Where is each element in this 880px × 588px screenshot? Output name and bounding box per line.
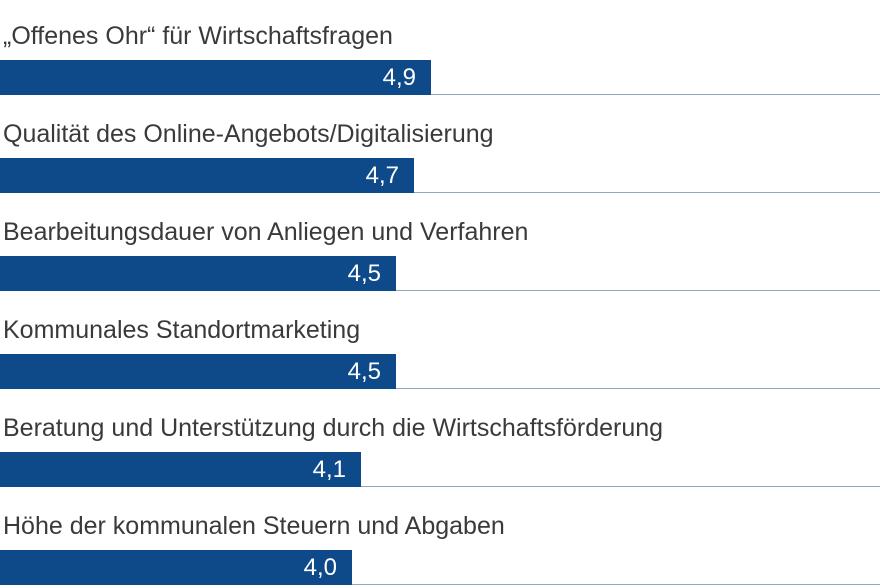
chart-row: Qualität des Online-Angebots/Digitalisie…	[0, 98, 880, 196]
row-baseline	[0, 94, 880, 95]
bar: 4,5	[0, 354, 396, 389]
data-label: 4,9	[382, 64, 416, 91]
category-label: Bearbeitungsdauer von Anliegen und Verfa…	[3, 218, 529, 246]
bar: 4,5	[0, 256, 396, 291]
data-label: 4,1	[312, 456, 346, 483]
category-label: Höhe der kommunalen Steuern und Abgaben	[3, 512, 505, 540]
data-label: 4,0	[303, 554, 337, 581]
bar: 4,1	[0, 452, 361, 487]
data-label: 4,5	[347, 358, 381, 385]
bar: 4,9	[0, 60, 431, 95]
data-label: 4,7	[365, 162, 399, 189]
bar: 4,0	[0, 550, 352, 585]
row-baseline	[0, 290, 880, 291]
chart-row: Beratung und Unterstützung durch die Wir…	[0, 392, 880, 490]
category-label: „Offenes Ohr“ für Wirtschaftsfragen	[3, 22, 393, 50]
bar: 4,7	[0, 158, 414, 193]
data-label: 4,5	[347, 260, 381, 287]
chart-row: „Offenes Ohr“ für Wirtschaftsfragen 4,9	[0, 0, 880, 98]
chart-row: Bearbeitungsdauer von Anliegen und Verfa…	[0, 196, 880, 294]
chart-row: Höhe der kommunalen Steuern und Abgaben 4…	[0, 490, 880, 588]
category-label: Kommunales Standortmarketing	[3, 316, 361, 344]
row-baseline	[0, 388, 880, 389]
chart-row: Kommunales Standortmarketing 4,5	[0, 294, 880, 392]
row-baseline	[0, 192, 880, 193]
row-baseline	[0, 486, 880, 487]
category-label: Qualität des Online-Angebots/Digitalisie…	[3, 120, 494, 148]
category-label: Beratung und Unterstützung durch die Wir…	[3, 414, 664, 442]
